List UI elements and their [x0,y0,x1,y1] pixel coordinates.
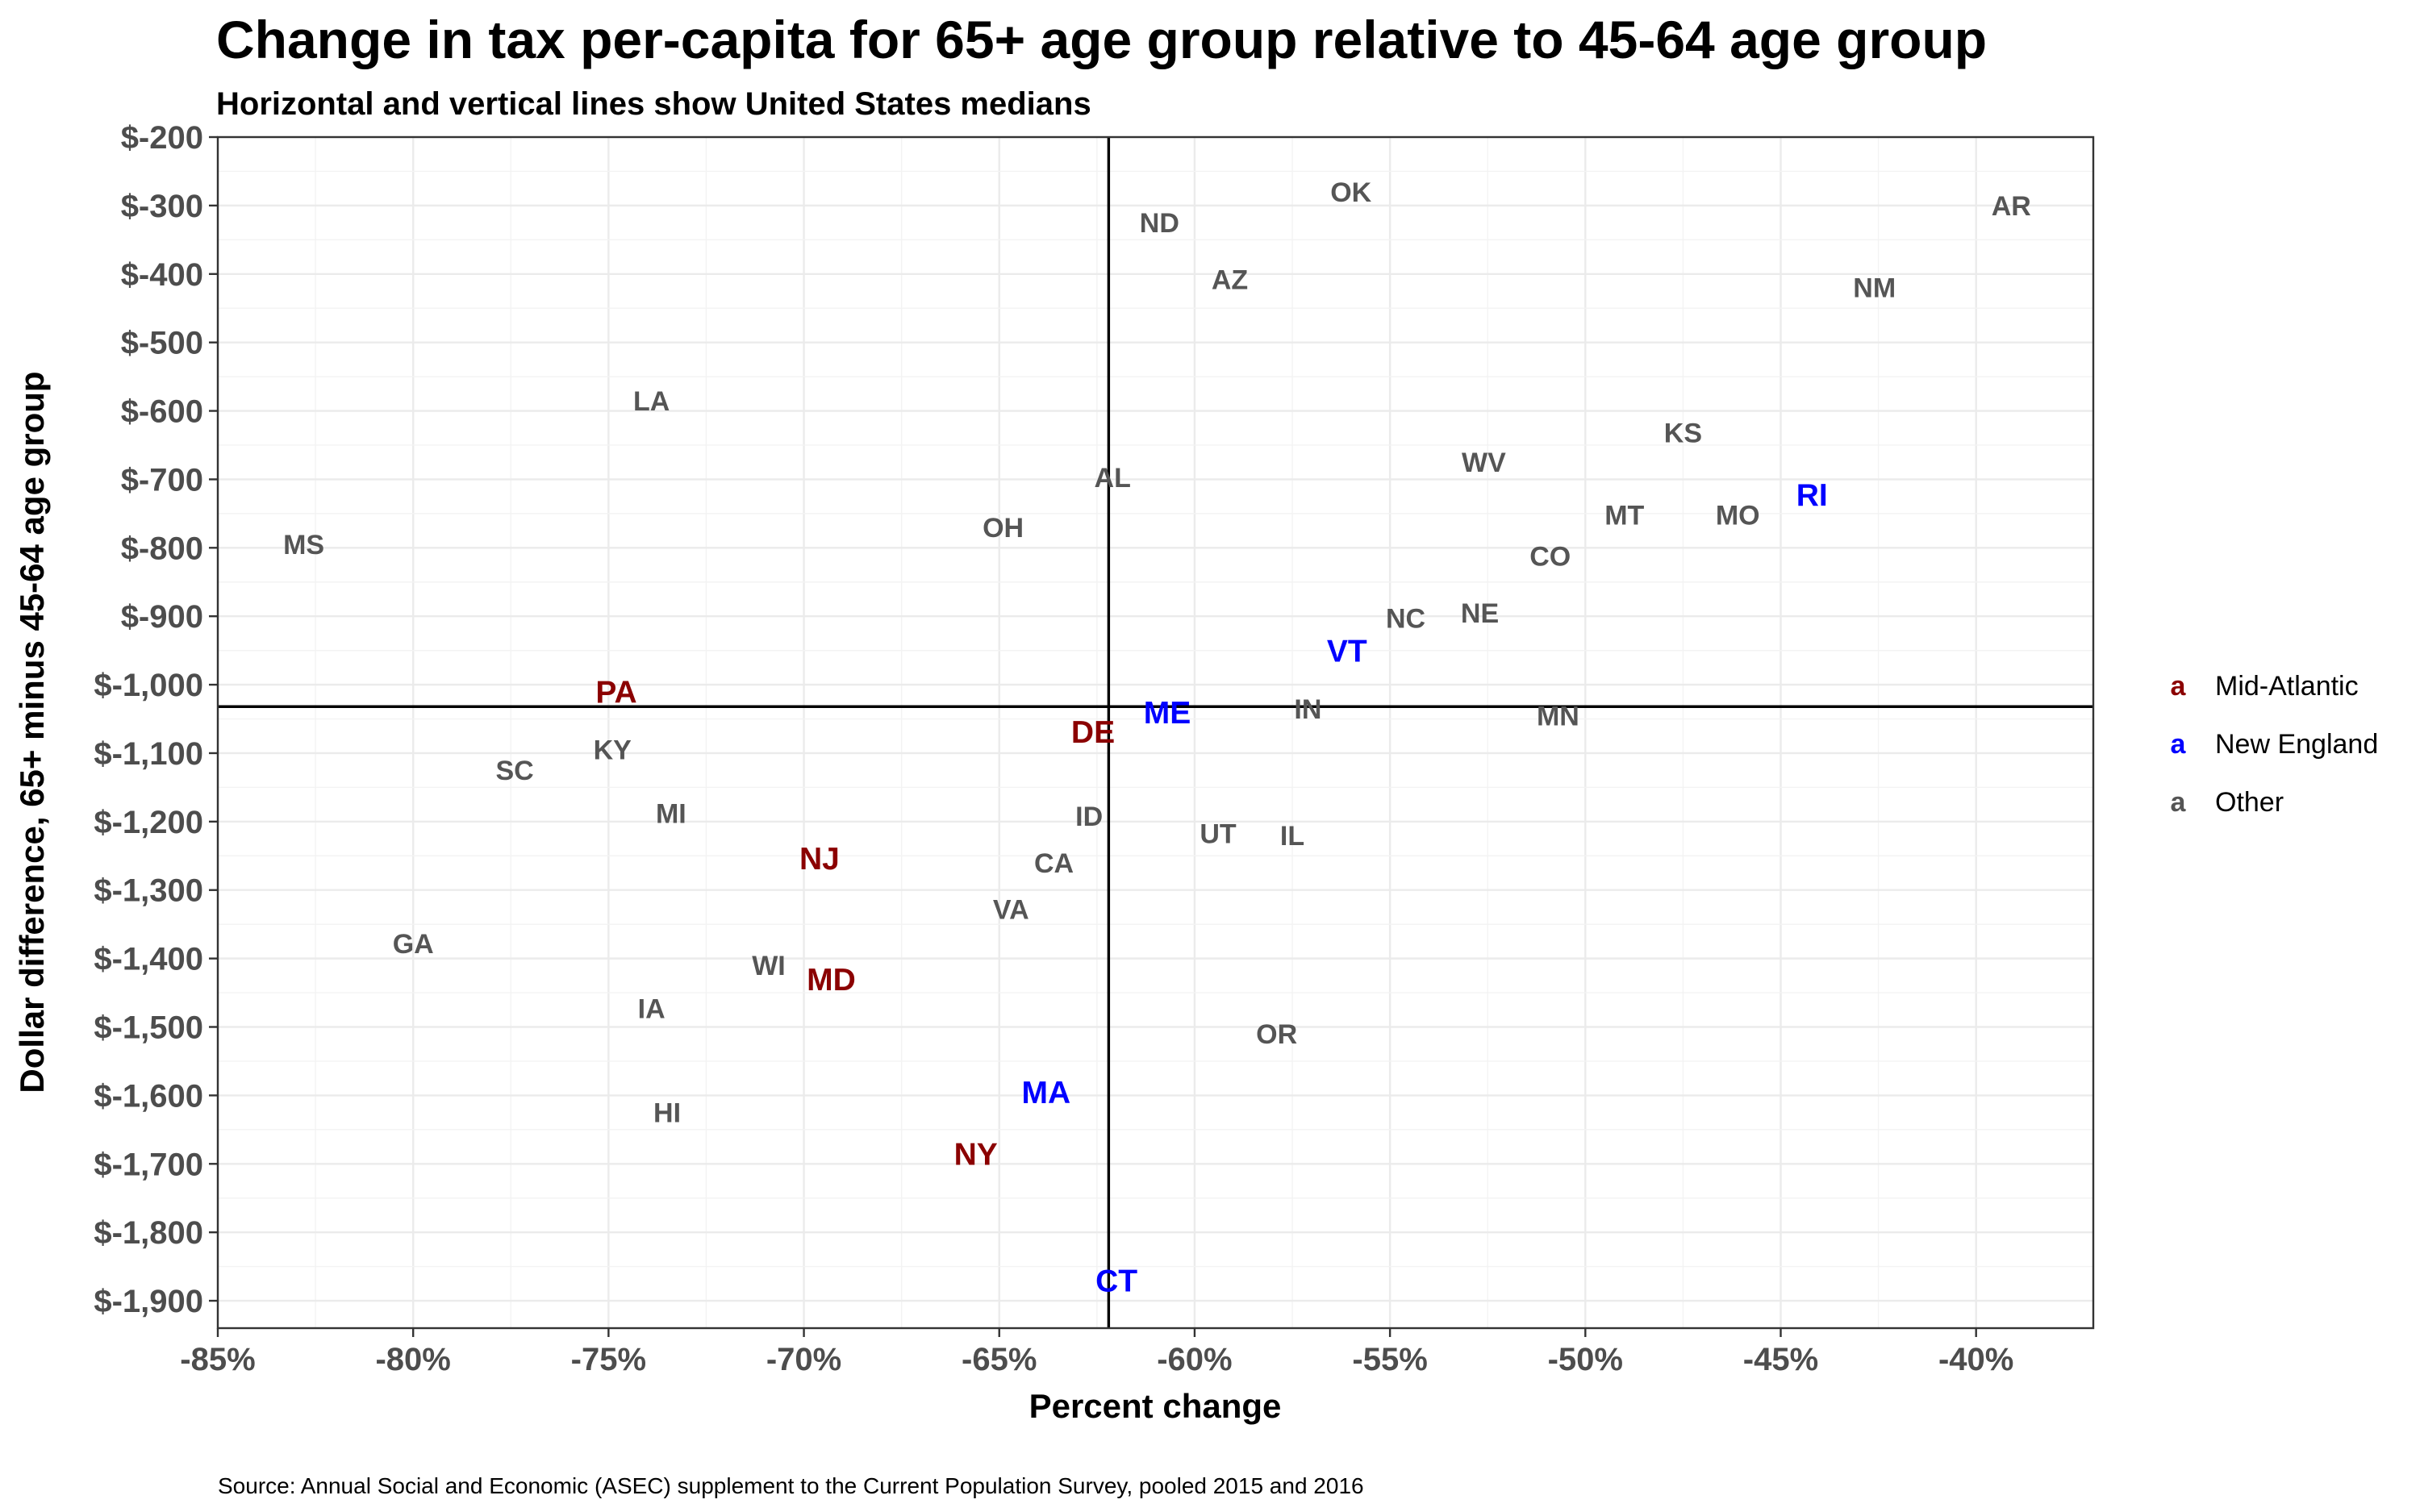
y-tick-label: $-800 [121,531,203,566]
x-tick-label: -45% [1743,1342,1818,1377]
point-label-ms: MS [283,530,324,560]
x-tick-label: -50% [1548,1342,1623,1377]
point-label-ne: NE [1461,598,1499,629]
point-label-ks: KS [1664,419,1702,449]
chart-title: Change in tax per-capita for 65+ age gro… [216,10,1987,69]
legend: a Mid-Atlantic a New England a Other [2171,671,2379,818]
x-tick-label: -85% [180,1342,255,1377]
point-label-ma: MA [1022,1076,1071,1110]
point-label-az: AZ [1212,265,1248,296]
y-tick-label: $-1,800 [94,1215,203,1251]
y-axis: $-200 $-300 $-400 $-500 $-600 $-700 $-800 $-900… [94,120,218,1319]
point-label-vt: VT [1327,635,1367,669]
source-caption: Source: Annual Social and Economic (ASEC… [218,1473,1364,1498]
point-label-hi: HI [653,1098,681,1129]
point-label-id: ID [1075,802,1103,832]
x-axis: -85% -80% -75% -70% -65% -60% -55% -50% -45% -40% [180,1328,2013,1377]
point-label-co: CO [1529,541,1571,572]
x-tick-label: -40% [1938,1342,2013,1377]
x-tick-label: -70% [766,1342,841,1377]
point-label-ct: CT [1095,1264,1137,1299]
y-tick-label: $-1,100 [94,736,203,772]
legend-key: a [2171,787,2187,818]
legend-label: New England [2215,729,2378,760]
point-label-ri: RI [1796,478,1828,513]
point-label-md: MD [807,963,856,998]
point-label-nj: NJ [799,842,840,877]
point-label-ky: KY [594,735,632,766]
point-label-nd: ND [1140,208,1179,239]
point-label-ny: NY [954,1138,998,1173]
x-tick-label: -55% [1352,1342,1427,1377]
point-label-nm: NM [1853,273,1896,304]
data-labels: OK AR ND AZ NM LA KS WV AL RI MT MO OH MS CO NE NC VT PA IN… [283,177,2031,1299]
legend-key: a [2171,671,2187,702]
y-tick-label: $-1,400 [94,942,203,977]
x-tick-label: -65% [962,1342,1037,1377]
point-label-ca: CA [1034,848,1074,879]
point-label-wi: WI [752,951,786,981]
x-tick-label: -60% [1157,1342,1232,1377]
point-label-ar: AR [1992,191,2031,222]
point-label-mn: MN [1537,701,1579,731]
x-tick-label: -75% [571,1342,646,1377]
point-label-de: DE [1071,715,1115,750]
legend-label: Other [2215,787,2284,818]
grid-lines [216,135,2093,1328]
point-label-wv: WV [1462,448,1506,478]
point-label-in: IN [1294,694,1321,725]
point-label-al: AL [1095,463,1131,494]
y-tick-label: $-1,500 [94,1010,203,1046]
point-label-or: OR [1256,1019,1297,1050]
point-label-ok: OK [1330,177,1371,208]
y-tick-label: $-1,300 [94,873,203,909]
y-tick-label: $-500 [121,326,203,361]
point-label-ia: IA [638,994,666,1025]
point-label-il: IL [1280,821,1304,852]
point-label-oh: OH [983,513,1024,544]
y-tick-label: $-1,700 [94,1147,203,1182]
y-tick-label: $-1,200 [94,805,203,840]
panel-border [216,135,2095,1330]
point-label-me: ME [1144,696,1191,731]
legend-label: Mid-Atlantic [2215,671,2359,702]
point-label-ut: UT [1200,818,1237,849]
point-label-la: LA [633,386,670,417]
point-label-sc: SC [496,756,534,786]
point-label-nc: NC [1386,604,1425,635]
point-label-mo: MO [1716,501,1760,531]
y-tick-label: $-1,900 [94,1284,203,1319]
point-label-mi: MI [656,799,686,830]
point-label-ga: GA [393,929,434,960]
y-tick-label: $-300 [121,189,203,224]
y-axis-title: Dollar difference, 65+ minus 45-64 age g… [13,371,51,1093]
y-tick-label: $-400 [121,257,203,293]
median-lines [218,137,2093,1328]
y-tick-label: $-200 [121,120,203,156]
y-tick-label: $-1,600 [94,1078,203,1114]
point-label-pa: PA [595,676,636,710]
chart-subtitle: Horizontal and vertical lines show Unite… [216,86,1091,122]
point-label-mt: MT [1604,501,1644,531]
y-tick-label: $-600 [121,394,203,430]
x-axis-title: Percent change [1029,1387,1282,1425]
y-tick-label: $-700 [121,462,203,498]
x-tick-label: -80% [375,1342,450,1377]
point-label-va: VA [993,895,1029,926]
y-tick-label: $-900 [121,599,203,635]
legend-key: a [2171,729,2187,760]
y-tick-label: $-1,000 [94,668,203,703]
